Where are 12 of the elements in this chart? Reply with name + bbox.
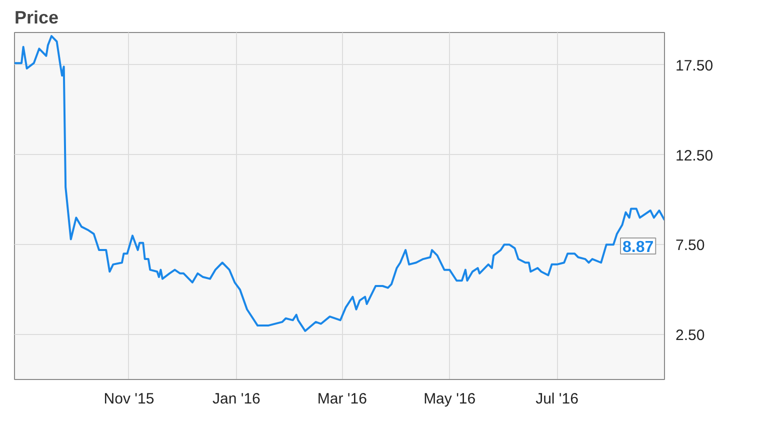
data-label: 8.87 bbox=[622, 239, 654, 256]
x-tick-label: Jul '16 bbox=[536, 390, 578, 408]
line-series bbox=[14, 35, 664, 332]
y-tick-label: 2.50 bbox=[676, 327, 705, 344]
x-tick-label: Mar '16 bbox=[317, 390, 367, 408]
y-tick-label: 12.50 bbox=[676, 147, 714, 164]
y-tick-label: 17.50 bbox=[676, 57, 714, 74]
x-tick-label: Jan '16 bbox=[212, 390, 260, 408]
y-tick-label: 7.50 bbox=[676, 237, 705, 254]
x-tick-label: May '16 bbox=[424, 390, 476, 408]
chart-title: Price bbox=[14, 8, 59, 28]
x-tick-label: Nov '15 bbox=[104, 390, 154, 408]
